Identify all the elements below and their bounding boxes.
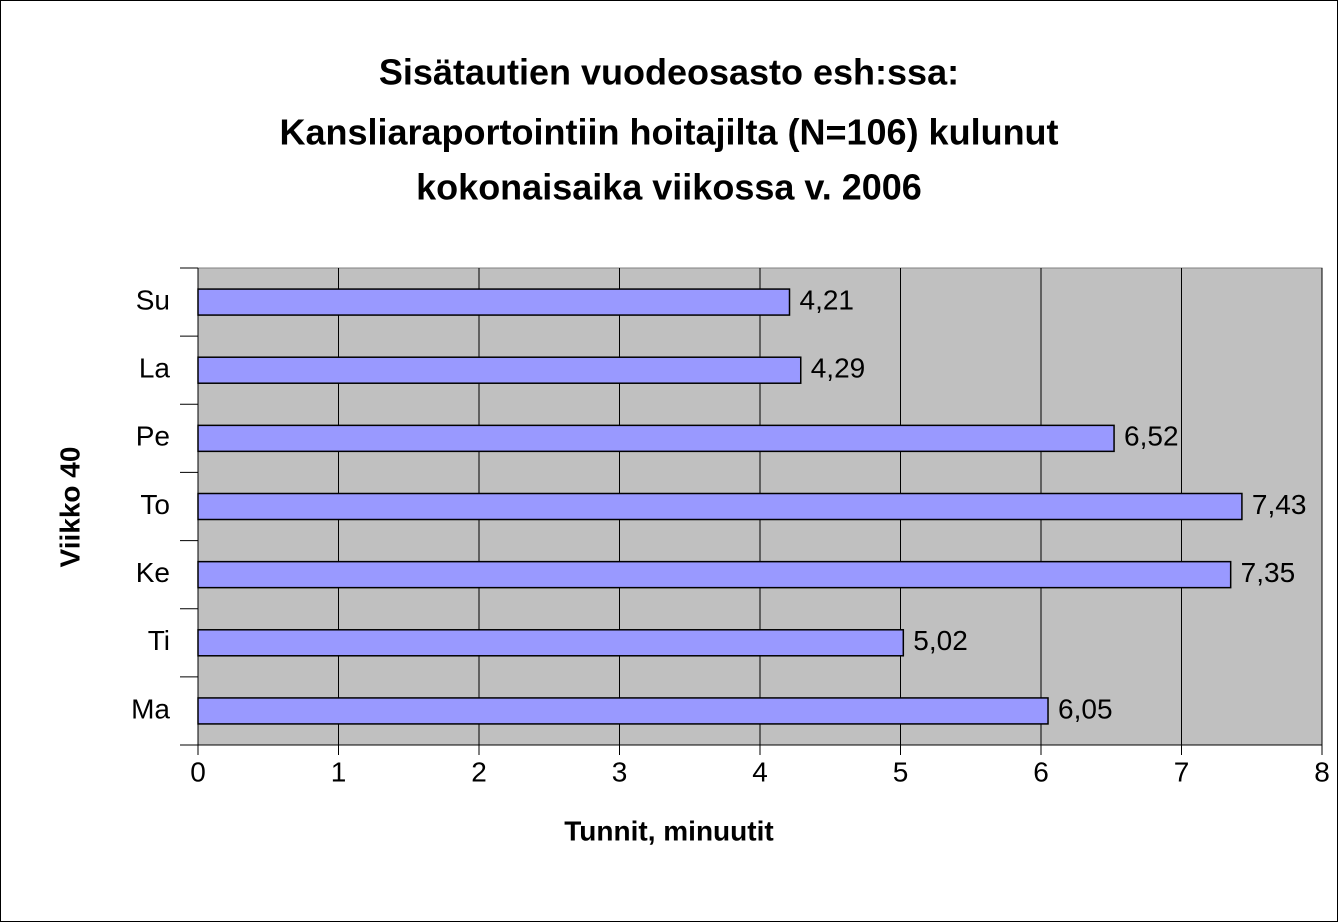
x-tick-label: 2: [471, 756, 487, 787]
bar: [197, 629, 905, 657]
y-axis-label: Viikko 40: [54, 447, 85, 568]
bar: [197, 356, 802, 384]
x-tick-label: 0: [190, 756, 206, 787]
bar: [197, 560, 1232, 589]
value-label: 7,35: [1241, 557, 1296, 588]
x-tick-label: 4: [752, 756, 768, 787]
chart-title: kokonaisaika viikossa v. 2006: [416, 167, 922, 208]
bar: [197, 424, 1115, 453]
x-axis-label: Tunnit, minuutit: [564, 815, 773, 846]
value-label: 6,05: [1058, 693, 1113, 724]
x-tick-label: 7: [1174, 756, 1190, 787]
y-tick-label: Ti: [148, 625, 170, 656]
y-tick-label: La: [139, 353, 171, 384]
x-tick-label: 3: [612, 756, 628, 787]
chart-title: Sisätautien vuodeosasto esh:ssa:: [379, 52, 959, 93]
value-label: 4,29: [811, 353, 866, 384]
value-label: 6,52: [1124, 421, 1179, 452]
value-label: 5,02: [913, 625, 968, 656]
x-tick-label: 5: [893, 756, 909, 787]
x-tick-label: 8: [1314, 756, 1330, 787]
y-tick-label: Pe: [136, 421, 170, 452]
x-tick-label: 6: [1033, 756, 1049, 787]
y-tick-label: Ma: [131, 693, 170, 724]
value-label: 4,21: [800, 284, 855, 315]
x-tick-label: 1: [331, 756, 347, 787]
bar: [197, 492, 1243, 521]
bar: [197, 288, 791, 316]
bar: [197, 697, 1049, 725]
y-tick-label: To: [140, 489, 170, 520]
y-tick-label: Ke: [136, 557, 170, 588]
value-label: 7,43: [1252, 489, 1307, 520]
chart-title: Kansliaraportointiin hoitajilta (N=106) …: [279, 112, 1058, 153]
y-tick-label: Su: [136, 284, 170, 315]
